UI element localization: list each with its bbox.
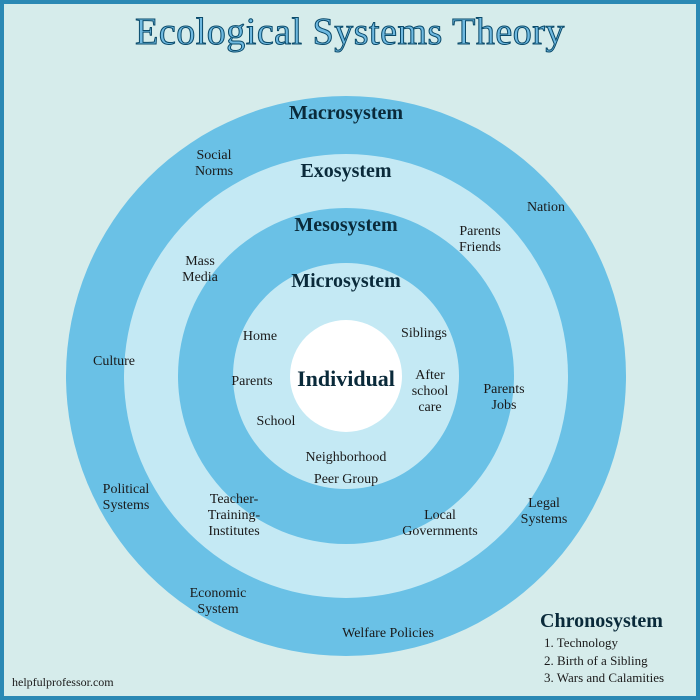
- exosystem-item: Mass Media: [182, 254, 218, 286]
- mesosystem-item: Parents Jobs: [483, 382, 524, 414]
- microsystem-item: Neighborhood: [306, 450, 387, 466]
- chronosystem-list: 1. Technology2. Birth of a Sibling3. War…: [544, 634, 664, 687]
- label-mesosystem: Mesosystem: [294, 214, 397, 237]
- mesosystem-item: Local Governments: [402, 508, 477, 540]
- macrosystem-item: Welfare Policies: [342, 626, 434, 642]
- microsystem-item: School: [257, 414, 296, 430]
- microsystem-item: Home: [243, 329, 277, 345]
- macrosystem-item: Political Systems: [103, 482, 150, 514]
- macrosystem-item: Nation: [527, 200, 565, 216]
- microsystem-item: Siblings: [401, 326, 447, 342]
- exosystem-item: Legal Systems: [521, 496, 568, 528]
- label-microsystem: Microsystem: [291, 270, 401, 293]
- microsystem-item: After school care: [412, 368, 449, 416]
- microsystem-item: Peer Group: [314, 472, 378, 488]
- attribution: helpfulprofessor.com: [12, 675, 114, 690]
- label-exosystem: Exosystem: [300, 160, 391, 183]
- microsystem-item: Parents: [231, 374, 272, 390]
- label-individual: Individual: [297, 366, 395, 392]
- macrosystem-item: Culture: [93, 354, 135, 370]
- label-chronosystem: Chronosystem: [540, 610, 663, 633]
- macrosystem-item: Social Norms: [195, 148, 233, 180]
- macrosystem-item: Economic System: [190, 586, 247, 618]
- page-title: Ecological Systems Theory: [4, 10, 696, 54]
- mesosystem-item: Parents Friends: [459, 224, 501, 256]
- label-macrosystem: Macrosystem: [289, 102, 403, 125]
- diagram-frame: Ecological Systems Theory Macrosystem Ex…: [0, 0, 700, 700]
- mesosystem-item: Teacher- Training- Institutes: [208, 492, 260, 540]
